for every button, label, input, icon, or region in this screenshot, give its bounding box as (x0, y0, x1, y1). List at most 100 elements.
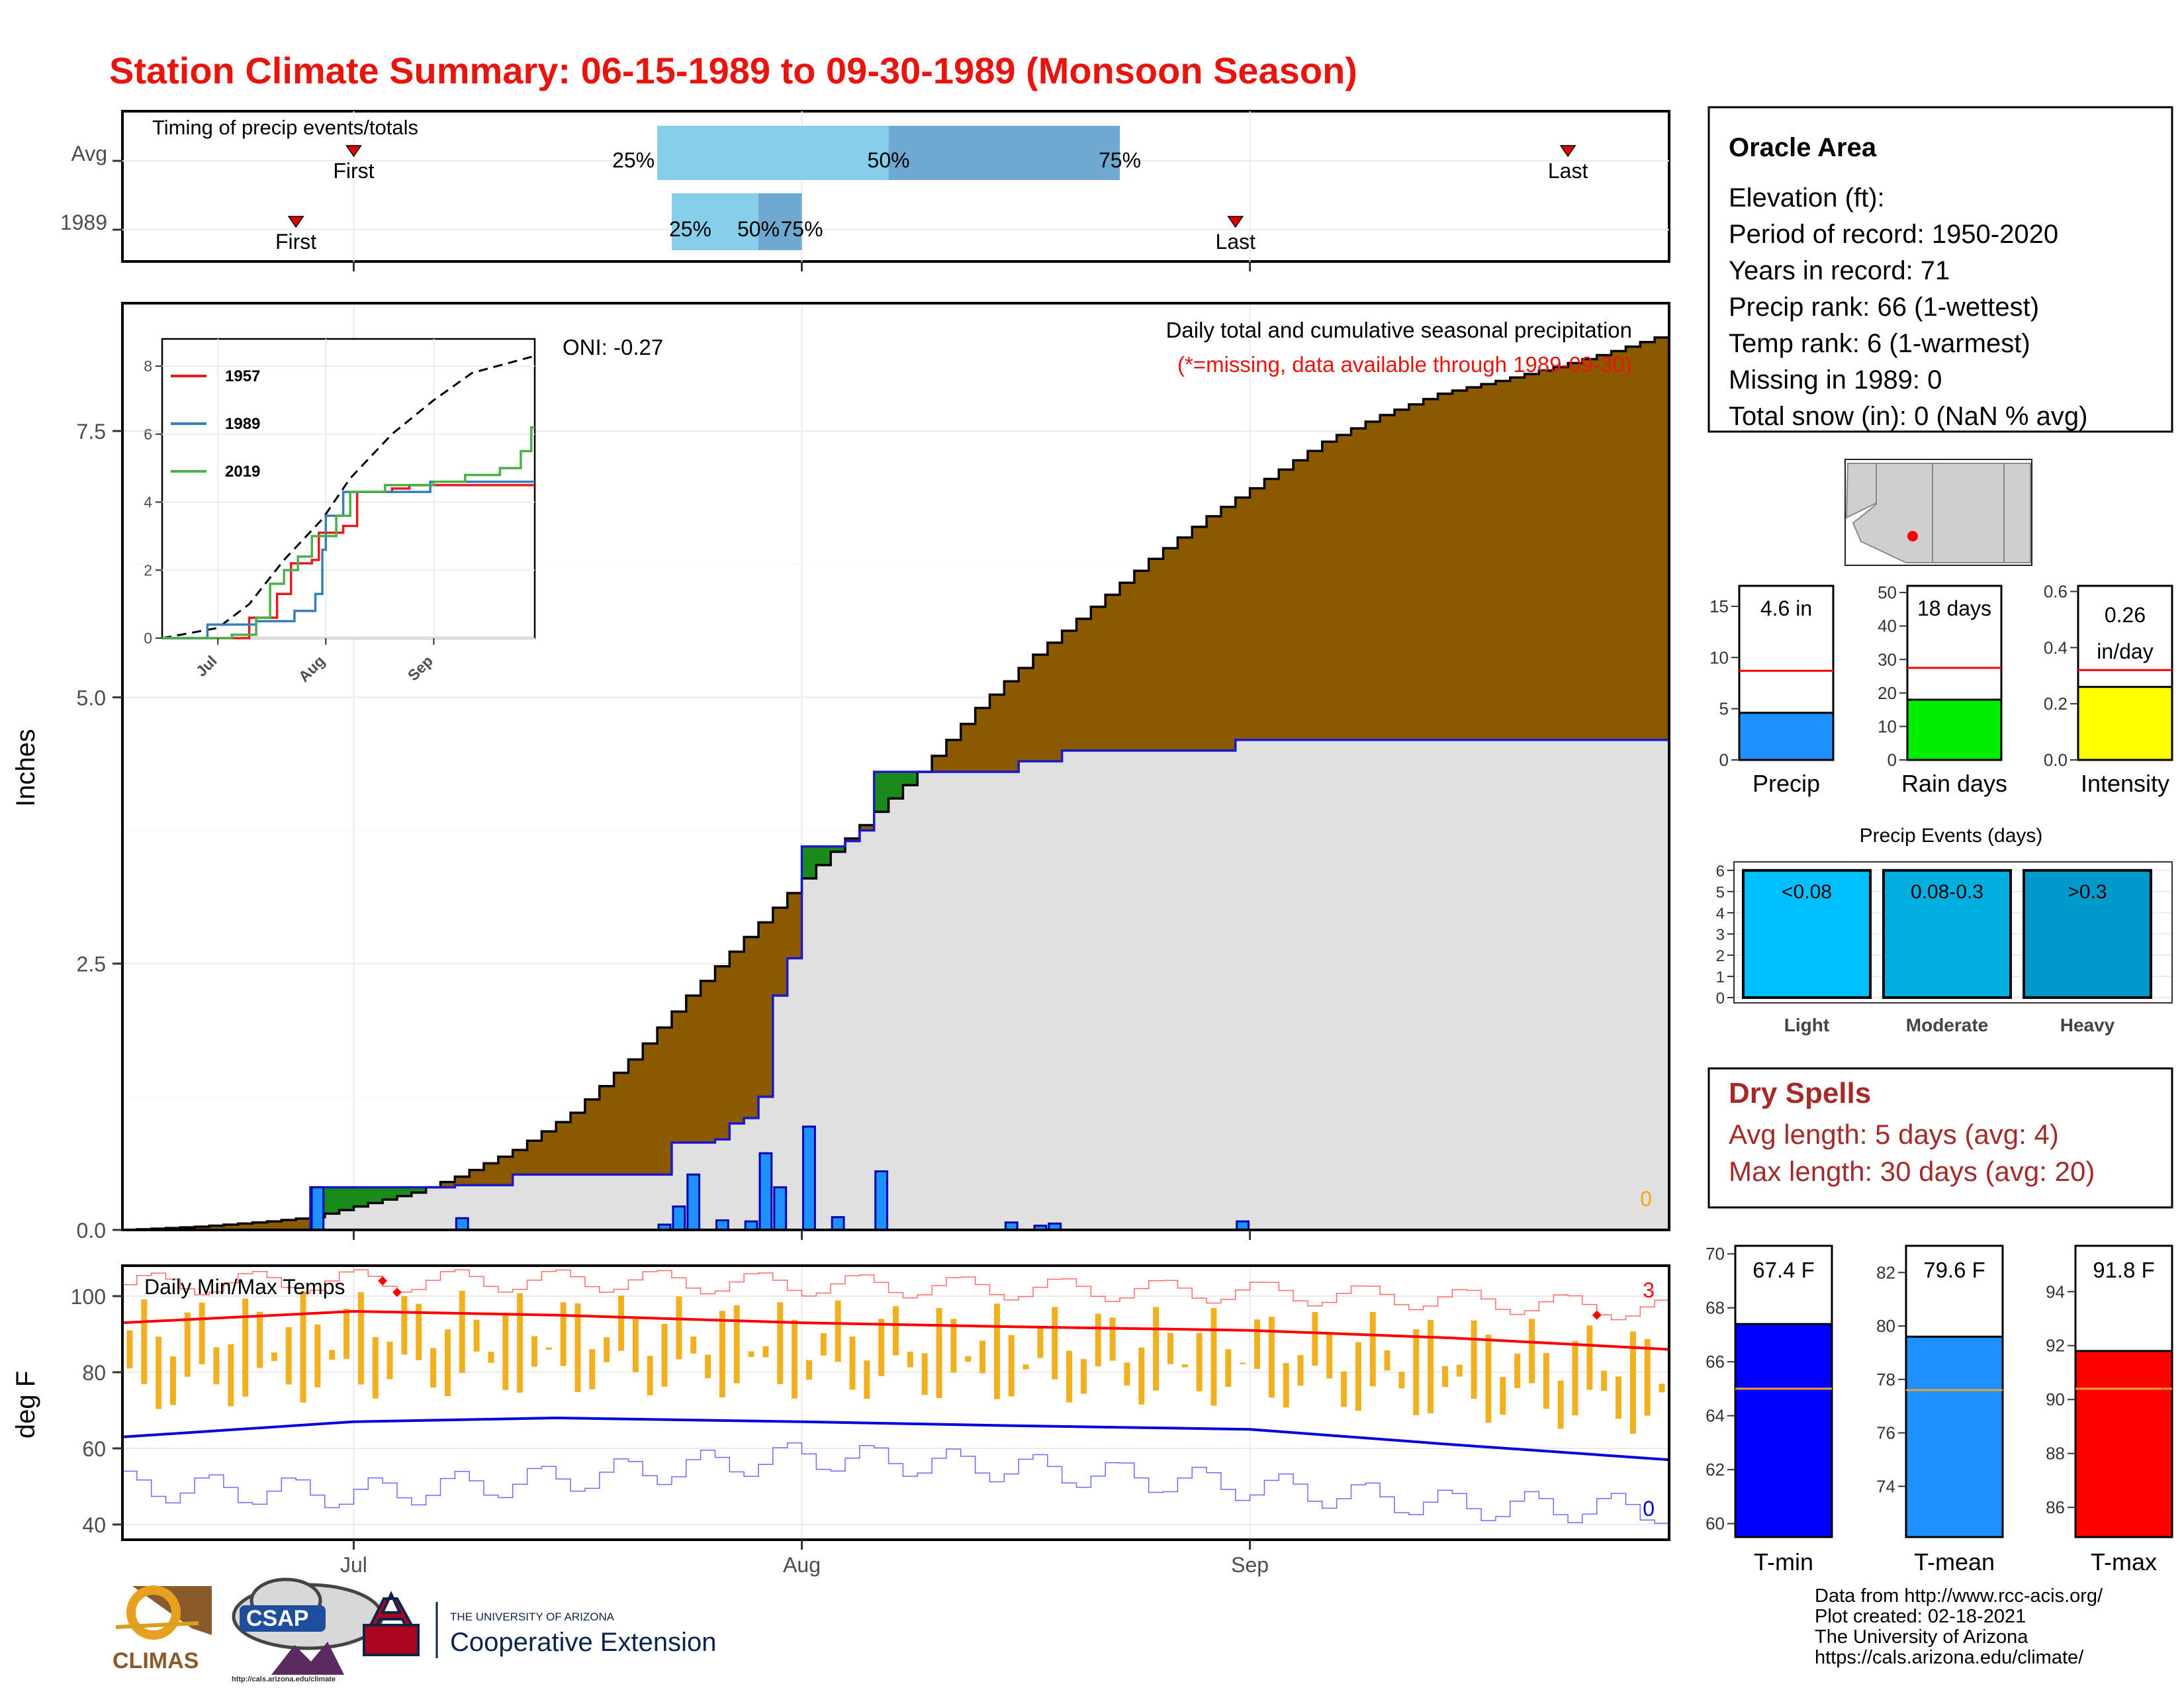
temp-bar-1 (1905, 1335, 2004, 1538)
daily-precip-bar-7 (758, 1152, 773, 1231)
temp-xtick-label-2: Sep (1231, 1553, 1269, 1577)
dry-spells-max: Max length: 30 days (avg: 20) (1729, 1156, 2095, 1187)
daily-precip-bar-3 (672, 1205, 686, 1231)
temp-bar-ytick-label-1-0: 74 (1876, 1476, 1895, 1496)
inset-line-2019 (162, 426, 535, 639)
events-ytick-label-0: 0 (1716, 990, 1725, 1008)
year-cumulative-line (122, 739, 1669, 1231)
temp-bar-value-1: 79.6 F (1923, 1258, 1985, 1282)
temp-bar-label-0: T-min (1754, 1548, 1813, 1575)
station-name: Oracle Area (1729, 133, 1877, 162)
year-cumulative-fill (122, 739, 1669, 1230)
mini-ytick-label-0-1: 5 (1719, 699, 1729, 719)
precip-ytick-label-2: 5.0 (77, 686, 106, 710)
timing-bar-q2-0 (888, 126, 1120, 180)
event-range-2: >0.3 (2068, 881, 2107, 903)
temp-xtick-label-1: Aug (783, 1553, 821, 1577)
mini-bar-0 (1738, 712, 1835, 761)
temp-bar-ytick-label-1-2: 78 (1876, 1370, 1895, 1389)
inset-ytick-label-4: 8 (144, 357, 152, 375)
temp-bar-ytick-label-0-1: 62 (1706, 1460, 1725, 1479)
precip-frame (121, 302, 1670, 1231)
station-line-4: Temp rank: 6 (1-warmest) (1729, 329, 2030, 358)
daily-precip-bar-8 (773, 1186, 788, 1231)
temp-bar-label-1: T-mean (1914, 1548, 1995, 1575)
precip-header: Daily total and cumulative seasonal prec… (1166, 318, 1632, 342)
mini-ytick-label-0-2: 10 (1709, 647, 1729, 667)
mini-ytick-label-0-0: 0 (1719, 750, 1729, 770)
inset-legend-label-1957: 1957 (225, 367, 260, 385)
temp-bar-value-2: 91.8 F (2093, 1258, 2155, 1282)
event-label-2: Heavy (2060, 1015, 2115, 1035)
mini-ytick-label-2-1: 0.2 (2044, 694, 2068, 714)
climas-logo: CLIMAS (113, 1585, 212, 1673)
timing-p75-label-0: 75% (1099, 148, 1141, 172)
average-cumulative-line (122, 336, 1669, 1231)
map-state-nm (1932, 463, 2005, 563)
temp-bar-0 (1734, 1323, 1833, 1538)
station-frame (1707, 106, 2173, 433)
station-location-marker (1907, 531, 1918, 541)
timing-first-marker-0 (345, 145, 362, 158)
inset-ytick-label-0: 0 (144, 630, 152, 647)
daily-precip-bar-1 (455, 1217, 469, 1231)
csap-url: http://cals.arizona.edu/climate (232, 1675, 336, 1683)
mini-bar-1 (1906, 698, 2003, 761)
timing-row-label-avg: Avg (71, 142, 107, 165)
temp-summary-t-min: 60 62 64 66 68 70 67.4 F T-min (1706, 1244, 1833, 1575)
mini-ytick-label-2-3: 0.6 (2044, 581, 2068, 601)
timing-first-label-1: First (275, 230, 316, 254)
oni-value: ONI: -0.27 (563, 335, 663, 359)
timing-first-marker-1 (287, 216, 304, 228)
station-line-2: Years in record: 71 (1729, 256, 1950, 285)
events-ytick-label-4: 4 (1716, 905, 1725, 923)
precip-ytick-label-0: 0.0 (77, 1219, 106, 1243)
logos: CLIMAS CSAP http://cals.arizona.edu/clim… (113, 1577, 716, 1683)
mini-value-1: 18 days (1917, 596, 1991, 620)
mini-label-2: Intensity (2081, 770, 2169, 797)
temp-bar-value-0: 67.4 F (1752, 1258, 1815, 1282)
inset-frame (161, 338, 536, 639)
temp-bar-ytick-label-2-4: 94 (2046, 1282, 2065, 1301)
temp-bar-ytick-label-2-3: 92 (2046, 1336, 2065, 1356)
events-ytick-label-6: 6 (1716, 863, 1725, 880)
timing-bar-q1-0 (657, 126, 889, 180)
station-line-6: Total snow (in): 0 (NaN % avg) (1729, 402, 2087, 431)
precip-missing-note: (*=missing, data available through 1989-… (1177, 352, 1632, 377)
mini-value-2: 0.26 (2105, 603, 2146, 627)
footer-line-2: The University of Arizona (1815, 1626, 2028, 1648)
mini-ytick-label-2-0: 0.0 (2044, 750, 2068, 770)
ua-a-base (363, 1624, 420, 1656)
temp-bar-ytick-label-0-2: 64 (1706, 1406, 1725, 1426)
inset-ytick-label-2: 4 (144, 494, 152, 511)
station-line-1: Period of record: 1950-2020 (1729, 220, 2058, 249)
events-ytick-label-1: 1 (1716, 968, 1725, 986)
mini-ytick-label-2-2: 0.4 (2044, 637, 2068, 657)
events-ytick-label-3: 3 (1716, 926, 1725, 944)
location-map (1844, 459, 2032, 566)
footer-line-1: Plot created: 02-18-2021 (1815, 1606, 2026, 1627)
temp-y-axis-label: deg F (11, 1371, 40, 1438)
timing-last-label-1: Last (1216, 230, 1256, 254)
mini-chart-precip: 0 5 10 15 4.6 in Precip (1709, 585, 1835, 797)
temp-bar-ytick-label-0-4: 68 (1706, 1298, 1725, 1318)
climas-wordmark: CLIMAS (113, 1648, 199, 1673)
inset-ytick-label-1: 2 (144, 561, 152, 579)
temp-bar-ytick-label-1-3: 80 (1876, 1316, 1895, 1336)
timing-first-label-0: First (333, 159, 374, 183)
timing-bar-q1-1 (671, 193, 759, 250)
inset-legend-label-2019: 2019 (225, 463, 260, 481)
record-min-count: 0 (1643, 1497, 1655, 1521)
climas-logo-ring (126, 1585, 181, 1640)
footer-line-3: https://cals.arizona.edu/climate/ (1815, 1647, 2084, 1668)
timing-bar-q2-1 (758, 193, 802, 250)
temp-xtick-label-0: Jul (340, 1553, 367, 1577)
daily-precip-bar-0 (310, 1186, 325, 1231)
event-label-1: Moderate (1906, 1015, 1988, 1035)
dry-spells-frame (1707, 1067, 2173, 1209)
events-ytick-label-5: 5 (1716, 884, 1725, 902)
csap-wordmark: CSAP (246, 1606, 308, 1631)
ua-logo: THE UNIVERSITY OF ARIZONA Cooperative Ex… (363, 1591, 716, 1658)
